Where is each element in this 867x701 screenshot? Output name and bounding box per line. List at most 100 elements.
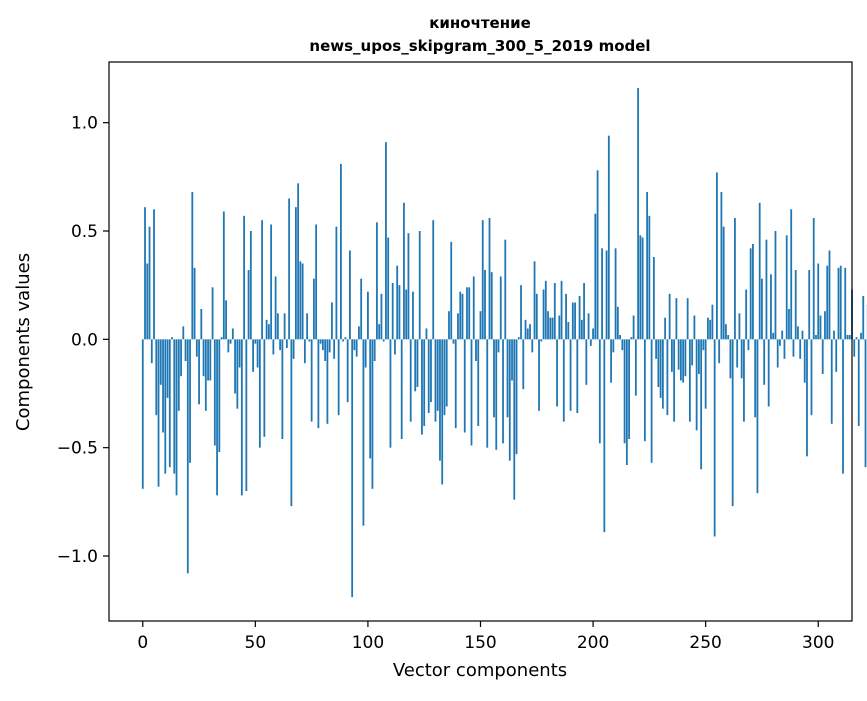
bar-84 [331, 303, 333, 340]
bar-305 [829, 251, 831, 340]
bar-234 [669, 294, 671, 340]
bar-22 [191, 192, 193, 339]
bar-4 [151, 339, 153, 363]
bar-275 [761, 279, 763, 340]
bar-160 [502, 339, 504, 443]
bar-170 [525, 320, 527, 340]
bar-106 [381, 294, 383, 340]
bar-151 [482, 220, 484, 339]
bar-92 [349, 251, 351, 340]
bar-312 [844, 268, 846, 340]
bar-54 [263, 339, 265, 437]
bar-318 [858, 339, 860, 426]
chart-title-line2: news_upos_skipgram_300_5_2019 model [309, 37, 650, 55]
bar-178 [543, 290, 545, 340]
bar-82 [327, 339, 329, 424]
bar-223 [644, 339, 646, 441]
y-tick-label-0: −1.0 [57, 547, 98, 567]
bar-0 [142, 339, 144, 489]
x-tick-label-150: 150 [464, 633, 496, 653]
bar-5 [153, 209, 155, 339]
bar-45 [243, 216, 245, 340]
bar-220 [637, 88, 639, 339]
x-tick-label-50: 50 [245, 633, 267, 653]
bar-217 [630, 337, 632, 339]
bar-257 [721, 192, 723, 339]
bar-100 [367, 292, 369, 340]
bar-208 [610, 339, 612, 382]
bar-12 [169, 339, 171, 467]
x-tick-label-200: 200 [577, 633, 609, 653]
bar-124 [421, 339, 423, 434]
bar-281 [775, 231, 777, 339]
bar-154 [489, 218, 491, 339]
bar-258 [723, 227, 725, 340]
bar-147 [473, 277, 475, 340]
bar-242 [687, 298, 689, 339]
bar-237 [675, 298, 677, 339]
bar-138 [453, 339, 455, 343]
bar-222 [642, 238, 644, 340]
bar-298 [813, 218, 815, 339]
bar-284 [781, 331, 783, 340]
bar-104 [376, 222, 378, 339]
bar-113 [396, 266, 398, 340]
bar-175 [536, 294, 538, 340]
bar-9 [162, 339, 164, 432]
bar-93 [351, 339, 353, 597]
bar-279 [770, 274, 772, 339]
bar-71 [302, 264, 304, 340]
x-axis-label: Vector components [393, 660, 567, 681]
bar-261 [730, 339, 732, 378]
bar-173 [531, 339, 533, 352]
bar-174 [534, 261, 536, 339]
bar-142 [462, 294, 464, 340]
bar-276 [763, 339, 765, 385]
bar-18 [182, 326, 184, 339]
y-axis-label: Components values [13, 253, 34, 431]
bar-13 [171, 337, 173, 339]
bar-192 [574, 303, 576, 340]
bar-316 [853, 339, 855, 356]
bar-10 [164, 339, 166, 473]
bar-241 [684, 339, 686, 376]
bar-35 [221, 337, 223, 339]
bar-206 [606, 251, 608, 340]
bar-101 [369, 339, 371, 458]
bar-91 [347, 339, 349, 402]
bar-68 [295, 207, 297, 339]
bar-209 [612, 339, 614, 352]
bar-244 [691, 339, 693, 365]
bar-260 [727, 335, 729, 339]
bar-145 [468, 287, 470, 339]
bar-221 [639, 235, 641, 339]
bar-20 [187, 339, 189, 573]
bar-132 [439, 339, 441, 460]
bar-120 [412, 292, 414, 340]
bar-277 [766, 240, 768, 340]
bar-141 [459, 292, 461, 340]
bar-15 [176, 339, 178, 495]
bar-87 [338, 339, 340, 415]
bar-134 [444, 339, 446, 415]
bar-292 [799, 339, 801, 359]
bar-280 [772, 333, 774, 340]
bar-129 [432, 220, 434, 339]
bar-38 [227, 339, 229, 352]
bar-163 [509, 339, 511, 460]
bar-46 [245, 339, 247, 491]
bar-97 [360, 279, 362, 340]
bar-111 [392, 283, 394, 339]
bar-254 [714, 339, 716, 536]
bar-269 [748, 339, 750, 350]
bar-144 [466, 287, 468, 339]
plot-frame [109, 62, 852, 621]
bar-212 [619, 335, 621, 339]
bar-233 [666, 339, 668, 415]
bar-31 [212, 287, 214, 339]
bar-103 [374, 339, 376, 361]
bar-136 [448, 311, 450, 339]
bar-274 [759, 203, 761, 340]
bar-90 [345, 337, 347, 339]
